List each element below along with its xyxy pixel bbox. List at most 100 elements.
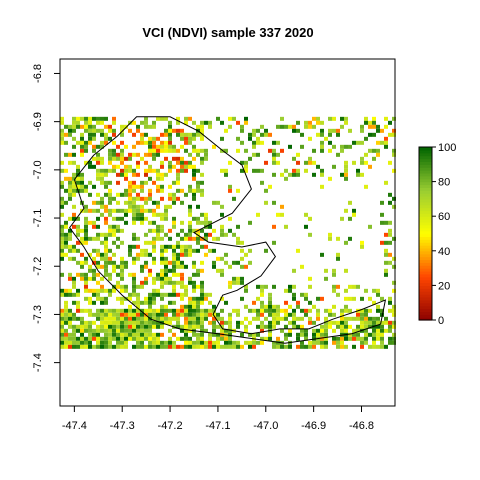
raster-cell: [168, 260, 172, 265]
raster-cell: [192, 228, 196, 233]
raster-cell: [136, 208, 140, 213]
raster-cell: [152, 168, 156, 173]
raster-cell: [76, 328, 80, 333]
raster-cell: [80, 124, 84, 129]
colorbar-frame: [418, 146, 433, 321]
raster-cell: [392, 196, 396, 201]
raster-cell: [104, 336, 108, 341]
raster-cell: [256, 312, 260, 317]
raster-cell: [188, 312, 192, 317]
raster-cell: [200, 160, 204, 165]
raster-cell: [184, 232, 188, 237]
raster-cell: [76, 184, 80, 189]
raster-cell: [172, 332, 176, 337]
raster-cell: [72, 328, 76, 333]
raster-cell: [320, 324, 324, 329]
raster-cell: [160, 172, 164, 177]
raster-cell: [352, 208, 356, 213]
raster-cell: [188, 152, 192, 157]
raster-cell: [392, 280, 396, 285]
raster-cell: [332, 336, 336, 341]
raster-cell: [196, 308, 200, 313]
raster-cell: [272, 316, 276, 321]
raster-cell: [188, 160, 192, 165]
raster-cell: [104, 216, 108, 221]
raster-cell: [68, 216, 72, 221]
raster-cell: [184, 236, 188, 241]
colorbar-swatch: [419, 314, 432, 318]
raster-cell: [100, 172, 104, 177]
raster-cell: [136, 164, 140, 169]
raster-cell: [364, 324, 368, 329]
raster-cell: [252, 132, 256, 137]
raster-cell: [124, 220, 128, 225]
raster-cell: [356, 316, 360, 321]
raster-cell: [60, 340, 64, 345]
raster-cell: [296, 316, 300, 321]
raster-cell: [148, 208, 152, 213]
raster-cell: [228, 264, 232, 269]
raster-cell: [152, 344, 156, 349]
raster-cell: [180, 252, 184, 257]
raster-cell: [300, 264, 304, 269]
raster-cell: [348, 316, 352, 321]
raster-cell: [180, 164, 184, 169]
raster-cell: [128, 244, 132, 249]
raster-cell: [96, 156, 100, 161]
raster-cell: [364, 184, 368, 189]
raster-cell: [344, 304, 348, 309]
raster-cell: [84, 340, 88, 345]
raster-cell: [176, 336, 180, 341]
colorbar-swatch: [419, 230, 432, 235]
raster-cell: [60, 224, 64, 229]
raster-cell: [192, 168, 196, 173]
raster-cell: [288, 344, 292, 349]
raster-cell: [196, 316, 200, 321]
colorbar-swatch: [419, 204, 432, 209]
raster-cell: [124, 312, 128, 317]
raster-cell: [176, 180, 180, 185]
raster-cell: [60, 160, 64, 165]
raster-cell: [168, 168, 172, 173]
raster-cell: [164, 148, 168, 153]
raster-cell: [116, 156, 120, 161]
raster-cell: [72, 256, 76, 261]
raster-cell: [80, 188, 84, 193]
raster-cell: [96, 128, 100, 133]
raster-cell: [132, 220, 136, 225]
colorbar-swatch: [419, 155, 432, 160]
raster-cell: [108, 128, 112, 133]
raster-cell: [340, 216, 344, 221]
raster-cell: [84, 280, 88, 285]
raster-cell: [104, 136, 108, 141]
raster-cell: [116, 192, 120, 197]
raster-cell: [184, 344, 188, 349]
raster-cell: [136, 320, 140, 325]
raster-cell: [212, 264, 216, 269]
raster-cell: [196, 204, 200, 209]
raster-cell: [336, 320, 340, 325]
raster-cell: [132, 208, 136, 213]
raster-cell: [188, 340, 192, 345]
raster-cell: [132, 276, 136, 281]
raster-cell: [332, 268, 336, 273]
raster-cell: [108, 192, 112, 197]
raster-cell: [112, 268, 116, 273]
raster-cell: [180, 200, 184, 205]
raster-cell: [144, 248, 148, 253]
raster-cell: [108, 224, 112, 229]
raster-cell: [160, 344, 164, 349]
raster-cell: [96, 260, 100, 265]
raster-cell: [236, 280, 240, 285]
raster-cell: [64, 300, 68, 305]
raster-cell: [332, 328, 336, 333]
raster-cell: [116, 312, 120, 317]
raster-cell: [392, 128, 396, 133]
colorbar-swatch: [419, 247, 432, 252]
raster-cell: [176, 132, 180, 137]
raster-cell: [360, 124, 364, 129]
raster-cell: [344, 268, 348, 273]
raster-cell: [108, 248, 112, 253]
colorbar-swatch: [419, 250, 432, 255]
raster-cell: [92, 144, 96, 149]
